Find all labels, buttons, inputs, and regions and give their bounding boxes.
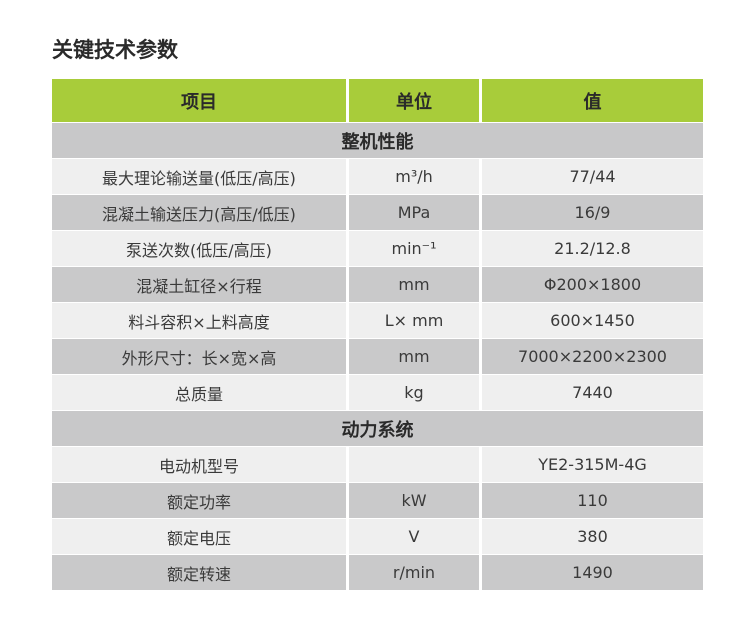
unit-cell: MPa [349, 195, 479, 230]
spec-table: 项目 单位 值 整机性能 最大理论输送量(低压/高压) m³/h 77/44 混凝土输送… [52, 79, 703, 591]
value-cell: 16/9 [482, 195, 703, 230]
value-cell: Φ200×1800 [482, 267, 703, 302]
table-row: 电动机型号 YE2-315M-4G [52, 447, 703, 482]
unit-cell: kW [349, 483, 479, 518]
unit-cell: m³/h [349, 159, 479, 194]
unit-cell: kg [349, 375, 479, 410]
table-row: 总质量 kg 7440 [52, 375, 703, 410]
unit-cell: V [349, 519, 479, 554]
unit-cell: min⁻¹ [349, 231, 479, 266]
column-header-item: 项目 [52, 79, 346, 122]
value-cell: 380 [482, 519, 703, 554]
item-cell: 外形尺寸：长×宽×高 [52, 339, 346, 374]
value-cell: YE2-315M-4G [482, 447, 703, 482]
item-cell: 泵送次数(低压/高压) [52, 231, 346, 266]
table-row: 额定功率 kW 110 [52, 483, 703, 518]
section-header: 动力系统 [52, 411, 703, 446]
table-row: 料斗容积×上料高度 L× mm 600×1450 [52, 303, 703, 338]
value-cell: 77/44 [482, 159, 703, 194]
unit-cell: L× mm [349, 303, 479, 338]
item-cell: 最大理论输送量(低压/高压) [52, 159, 346, 194]
value-cell: 110 [482, 483, 703, 518]
column-header-value: 值 [482, 79, 703, 122]
table-row: 额定转速 r/min 1490 [52, 555, 703, 590]
item-cell: 料斗容积×上料高度 [52, 303, 346, 338]
item-cell: 额定电压 [52, 519, 346, 554]
table-header: 项目 单位 值 [52, 79, 703, 122]
item-cell: 电动机型号 [52, 447, 346, 482]
table-row: 额定电压 V 380 [52, 519, 703, 554]
value-cell: 7440 [482, 375, 703, 410]
table-row: 外形尺寸：长×宽×高 mm 7000×2200×2300 [52, 339, 703, 374]
unit-cell: mm [349, 339, 479, 374]
section-header: 整机性能 [52, 123, 703, 158]
value-cell: 600×1450 [482, 303, 703, 338]
table-row: 最大理论输送量(低压/高压) m³/h 77/44 [52, 159, 703, 194]
value-cell: 21.2/12.8 [482, 231, 703, 266]
item-cell: 混凝土缸径×行程 [52, 267, 346, 302]
unit-cell [349, 447, 479, 482]
item-cell: 总质量 [52, 375, 346, 410]
item-cell: 额定功率 [52, 483, 346, 518]
table-row: 泵送次数(低压/高压) min⁻¹ 21.2/12.8 [52, 231, 703, 266]
page-title: 关键技术参数 [52, 38, 178, 62]
value-cell: 1490 [482, 555, 703, 590]
value-cell: 7000×2200×2300 [482, 339, 703, 374]
table-row: 混凝土输送压力(高压/低压) MPa 16/9 [52, 195, 703, 230]
unit-cell: r/min [349, 555, 479, 590]
unit-cell: mm [349, 267, 479, 302]
table-row: 混凝土缸径×行程 mm Φ200×1800 [52, 267, 703, 302]
item-cell: 混凝土输送压力(高压/低压) [52, 195, 346, 230]
item-cell: 额定转速 [52, 555, 346, 590]
column-header-unit: 单位 [349, 79, 479, 122]
